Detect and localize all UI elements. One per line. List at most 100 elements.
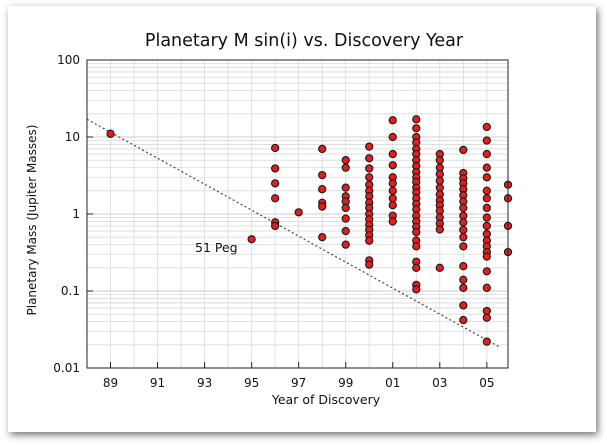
data-point	[341, 183, 350, 192]
data-point	[388, 217, 397, 226]
data-point	[318, 170, 327, 180]
x-axis-label: Year of Discovery	[271, 392, 381, 407]
data-point	[341, 226, 350, 236]
data-point	[459, 301, 468, 310]
y-axis-label: Planetary Mass (Jupiter Masses)	[25, 125, 39, 316]
data-point	[459, 242, 468, 251]
data-point	[412, 242, 421, 251]
data-point	[459, 262, 468, 271]
data-point	[435, 176, 444, 185]
data-point	[482, 194, 491, 203]
data-point	[388, 132, 397, 142]
data-point	[318, 202, 327, 211]
data-point	[412, 115, 421, 124]
data-point	[388, 149, 397, 159]
data-point	[341, 214, 350, 223]
data-point	[365, 164, 374, 173]
data-point	[365, 260, 374, 269]
data-point	[482, 221, 491, 231]
data-point	[341, 156, 350, 165]
data-point	[365, 173, 374, 182]
data-point	[482, 337, 491, 346]
data-point	[482, 229, 491, 239]
data-point	[482, 313, 491, 322]
x-tick-label: 97	[291, 376, 306, 390]
data-point	[294, 208, 303, 217]
data-point	[412, 263, 421, 272]
data-point	[482, 173, 491, 182]
data-point	[482, 267, 491, 276]
data-point	[482, 149, 491, 159]
y-tick-label: 0.01	[53, 361, 80, 375]
data-point	[271, 221, 280, 231]
data-point	[482, 283, 491, 292]
data-point	[388, 194, 397, 203]
data-point	[318, 233, 327, 242]
trend-line	[86, 118, 499, 348]
data-point	[482, 306, 491, 316]
x-tick-label: 91	[150, 376, 165, 390]
scatter-chart: Planetary M sin(i) vs. Discovery Year 89…	[25, 31, 513, 407]
data-point	[365, 142, 374, 151]
data-point	[271, 194, 280, 203]
data-point	[482, 136, 491, 145]
x-tick-labels: 89 91 93 95 97 99 01 03 05	[103, 376, 495, 390]
data-point	[459, 218, 468, 227]
data-point	[271, 179, 280, 188]
data-point	[388, 116, 397, 125]
y-tick-label: 1	[72, 207, 80, 221]
data-point	[459, 225, 468, 235]
data-point	[435, 156, 444, 165]
trend-line-layer	[86, 118, 499, 348]
data-point	[341, 163, 350, 172]
data-point	[482, 252, 491, 261]
data-point	[482, 122, 491, 132]
axis-ticks	[87, 59, 488, 369]
data-point	[388, 186, 397, 195]
y-tick-label: 100	[57, 53, 80, 67]
data-point	[459, 233, 468, 242]
data-point	[271, 164, 280, 173]
data-point	[388, 161, 397, 170]
y-tick-label: 0.1	[61, 284, 80, 298]
data-point	[435, 263, 444, 272]
data-point	[388, 201, 397, 210]
annotation-51-peg: 51 Peg	[195, 240, 238, 255]
data-points	[106, 115, 513, 346]
data-point	[247, 235, 256, 244]
data-point	[482, 203, 491, 213]
data-point	[435, 183, 444, 192]
x-tick-label: 99	[338, 376, 353, 390]
data-point	[412, 124, 421, 133]
data-point	[459, 315, 468, 325]
data-point	[341, 240, 350, 249]
data-point	[459, 275, 468, 284]
x-tick-label: 89	[103, 376, 118, 390]
data-point	[106, 129, 115, 138]
x-tick-label: 05	[479, 376, 494, 390]
data-point	[435, 206, 444, 215]
data-point	[318, 144, 327, 154]
chart-title: Planetary M sin(i) vs. Discovery Year	[145, 31, 464, 51]
x-tick-label: 95	[244, 376, 259, 390]
data-point	[412, 228, 421, 237]
data-point	[482, 186, 491, 195]
chart-frame: Planetary M sin(i) vs. Discovery Year 89…	[8, 6, 596, 432]
y-tick-labels: 0.01 0.1 1 10 100	[53, 53, 80, 375]
data-point	[482, 213, 491, 222]
y-tick-label: 10	[65, 130, 80, 144]
data-point	[482, 163, 491, 172]
data-point	[271, 143, 280, 153]
data-point	[435, 169, 444, 179]
data-point	[388, 179, 397, 188]
data-point	[341, 203, 350, 213]
data-point	[318, 185, 327, 194]
data-point	[459, 145, 468, 155]
data-point	[435, 225, 444, 234]
data-point	[459, 283, 468, 292]
data-point	[459, 203, 468, 213]
data-point	[365, 154, 374, 163]
data-point	[365, 236, 374, 245]
x-tick-label: 01	[385, 376, 400, 390]
x-tick-label: 93	[197, 376, 212, 390]
